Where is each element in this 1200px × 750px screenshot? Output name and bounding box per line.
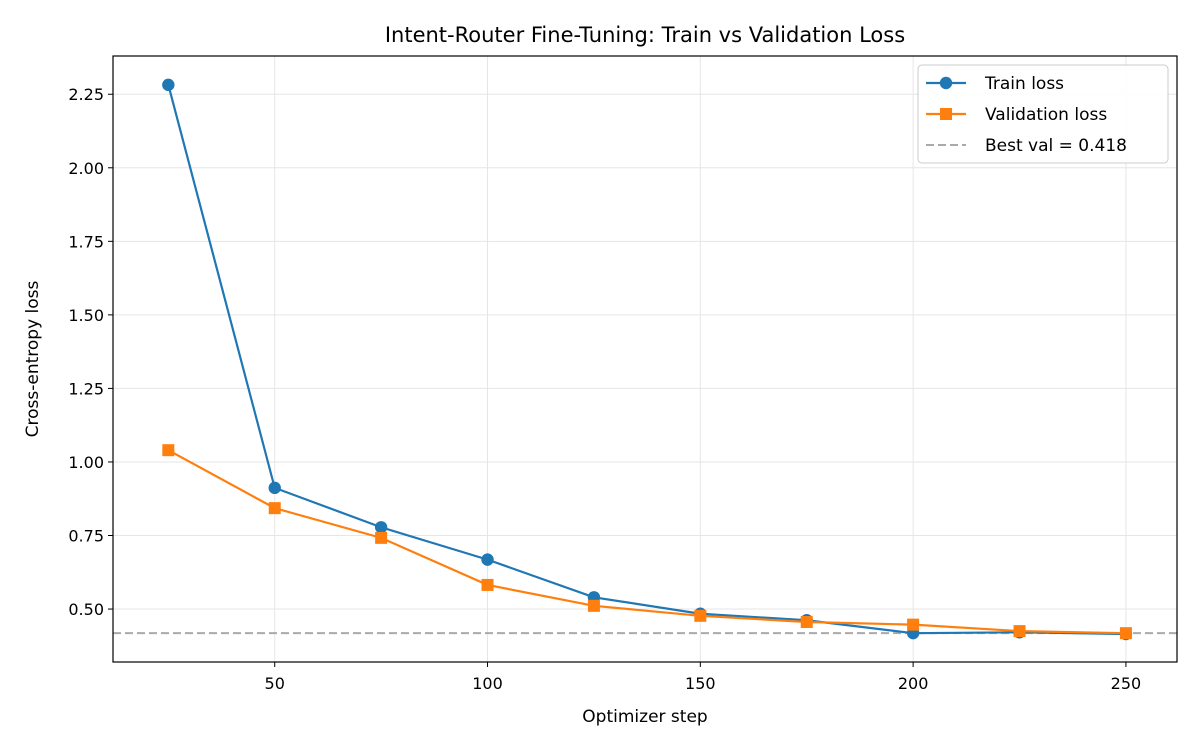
legend-entry: Best val = 0.418 [926, 136, 1127, 156]
y-axis-label: Cross-entropy loss [23, 280, 43, 437]
validation-point [1119, 627, 1132, 640]
validation-point [375, 531, 388, 544]
legend-box [917, 64, 1169, 164]
x-tick-label: 200 [898, 674, 929, 693]
validation-point [268, 502, 281, 515]
y-tick-label: 0.75 [68, 527, 104, 546]
train-point [374, 521, 388, 534]
train-point [481, 553, 494, 566]
x-tick-label: 150 [685, 674, 716, 693]
y-tick-label: 2.00 [68, 159, 104, 178]
validation-point [162, 444, 175, 457]
legend-entry: Validation loss [926, 105, 1107, 125]
y-tick-label: 1.25 [68, 379, 104, 398]
y-tick-label: 1.50 [68, 306, 104, 325]
train-point [268, 481, 281, 495]
legend-entry: Train loss [926, 74, 1064, 94]
legend-label: Best val = 0.418 [985, 136, 1127, 156]
y-tick-label: 0.50 [68, 600, 104, 619]
validation-point [587, 599, 600, 612]
y-tick-label: 2.25 [68, 85, 104, 104]
validation-point [1013, 625, 1026, 638]
validation-point [907, 618, 920, 631]
chart-title: Intent-Router Fine-Tuning: Train vs Vali… [385, 23, 905, 47]
x-axis-label: Optimizer step [582, 707, 707, 727]
y-tick-label: 1.75 [68, 232, 104, 251]
legend-marker [940, 108, 952, 120]
grid [113, 56, 1177, 662]
validation-point [481, 578, 494, 591]
x-tick-label: 50 [265, 674, 285, 693]
y-tick-label: 1.00 [68, 453, 104, 472]
legend-label: Validation loss [985, 105, 1107, 125]
validation-point [800, 615, 813, 628]
series [162, 78, 1133, 641]
legend-marker [939, 76, 953, 90]
legend-label: Train loss [984, 74, 1064, 94]
legend: Train loss Validation loss Best val = 0.41… [917, 64, 1169, 164]
axis-ticks: 50 100 150 200 250 0.50 0.75 1.00 1.25 1.50 1.75 2.… [68, 85, 1141, 693]
series-validation-loss [162, 444, 1132, 640]
series-line [167, 449, 1126, 635]
validation-point [694, 609, 707, 622]
train-point [162, 78, 175, 92]
plot-frame [112, 55, 1178, 663]
x-tick-label: 250 [1111, 674, 1142, 693]
x-tick-label: 100 [472, 674, 503, 693]
series-line [167, 84, 1126, 636]
